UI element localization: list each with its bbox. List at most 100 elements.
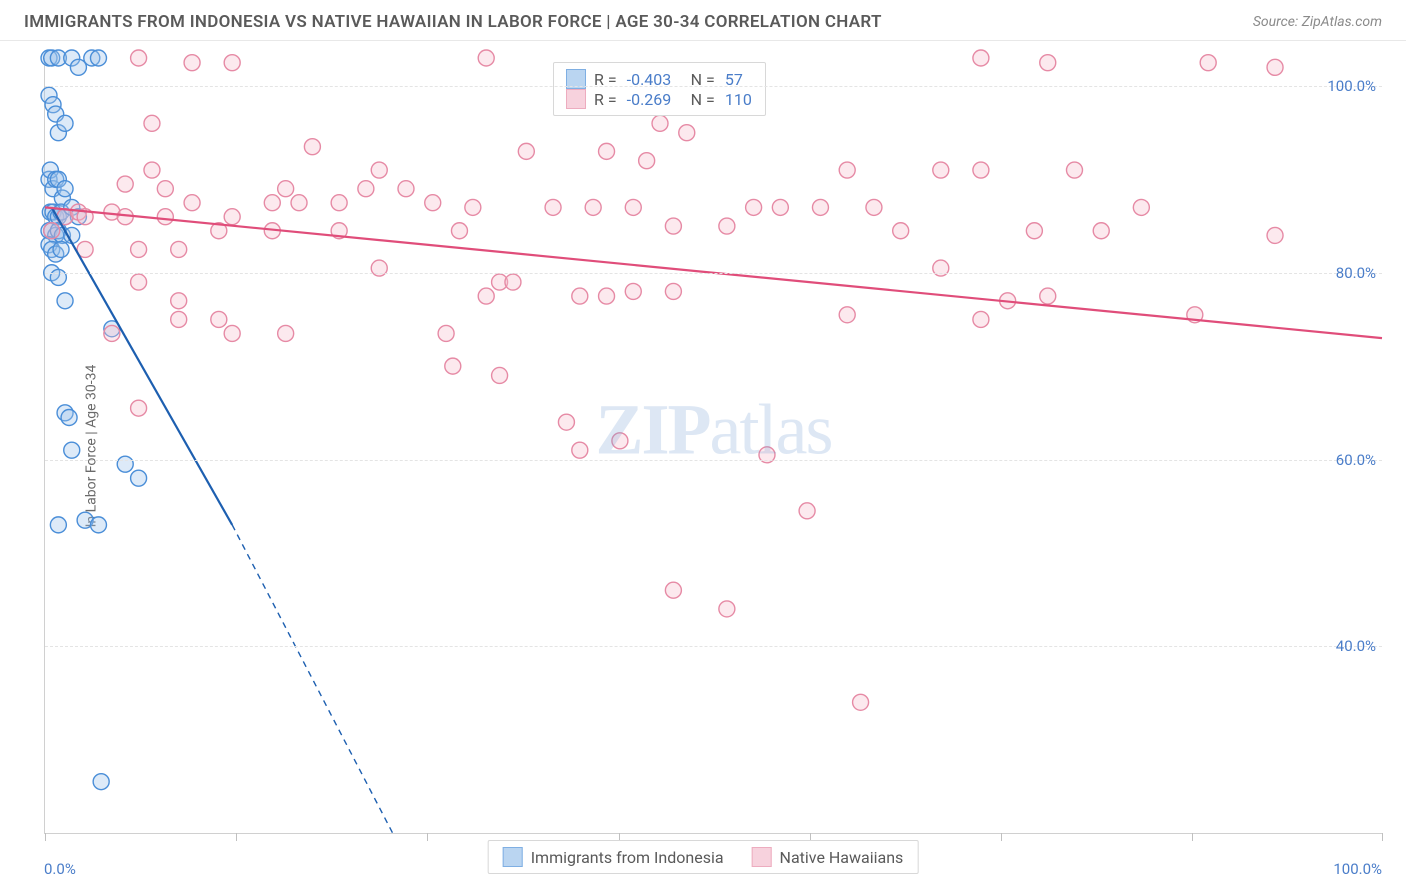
- data-point: [117, 176, 133, 192]
- data-point: [57, 181, 73, 197]
- data-point: [599, 143, 615, 159]
- data-point: [612, 433, 628, 449]
- data-point: [131, 241, 147, 257]
- data-point: [973, 50, 989, 66]
- data-point: [599, 288, 615, 304]
- stats-legend: R =-0.403N =57R =-0.269N =110: [553, 62, 766, 116]
- x-tick: [236, 833, 237, 841]
- data-point: [1026, 223, 1042, 239]
- data-point: [746, 199, 762, 215]
- data-point: [1040, 288, 1056, 304]
- data-point: [1267, 227, 1283, 243]
- legend-swatch: [752, 847, 772, 867]
- data-point: [93, 774, 109, 790]
- data-point: [1200, 55, 1216, 71]
- data-point: [131, 400, 147, 416]
- chart-source: Source: ZipAtlas.com: [1253, 14, 1382, 30]
- data-point: [184, 195, 200, 211]
- data-point: [1093, 223, 1109, 239]
- data-point: [171, 311, 187, 327]
- data-point: [157, 209, 173, 225]
- data-point: [812, 199, 828, 215]
- grid-line: [45, 460, 1382, 461]
- data-point: [665, 283, 681, 299]
- data-point: [398, 181, 414, 197]
- data-point: [57, 293, 73, 309]
- data-point: [64, 442, 80, 458]
- data-point: [478, 288, 494, 304]
- legend-label: Native Hawaiians: [780, 848, 904, 867]
- data-point: [853, 694, 869, 710]
- grid-line: [45, 86, 1382, 87]
- data-point: [1267, 59, 1283, 75]
- chart-title: IMMIGRANTS FROM INDONESIA VS NATIVE HAWA…: [24, 12, 882, 32]
- data-point: [665, 582, 681, 598]
- data-point: [224, 209, 240, 225]
- y-tick-label: 100.0%: [1327, 77, 1376, 95]
- data-point: [171, 293, 187, 309]
- data-point: [505, 274, 521, 290]
- data-point: [278, 325, 294, 341]
- data-point: [264, 195, 280, 211]
- data-point: [839, 307, 855, 323]
- data-point: [291, 195, 307, 211]
- x-tick: [427, 833, 428, 841]
- x-tick: [1382, 833, 1383, 841]
- legend-item: Native Hawaiians: [752, 847, 904, 867]
- data-point: [973, 162, 989, 178]
- data-point: [104, 325, 120, 341]
- scatter-chart: [45, 58, 1382, 833]
- data-point: [572, 288, 588, 304]
- data-point: [866, 199, 882, 215]
- data-point: [772, 199, 788, 215]
- data-point: [625, 199, 641, 215]
- x-tick: [45, 833, 46, 841]
- grid-line: [45, 646, 1382, 647]
- x-tick: [1001, 833, 1002, 841]
- data-point: [545, 199, 561, 215]
- data-point: [893, 223, 909, 239]
- data-point: [492, 367, 508, 383]
- data-point: [57, 115, 73, 131]
- data-point: [211, 311, 227, 327]
- data-point: [90, 517, 106, 533]
- x-axis-max-label: 100.0%: [1333, 860, 1382, 878]
- legend-swatch: [566, 89, 586, 109]
- data-point: [478, 50, 494, 66]
- data-point: [131, 470, 147, 486]
- data-point: [652, 115, 668, 131]
- data-point: [53, 241, 69, 257]
- data-point: [445, 358, 461, 374]
- data-point: [973, 311, 989, 327]
- data-point: [465, 199, 481, 215]
- series-legend: Immigrants from Indonesia Native Hawaiian…: [488, 840, 919, 874]
- data-point: [224, 325, 240, 341]
- data-point: [371, 162, 387, 178]
- data-point: [144, 115, 160, 131]
- data-point: [1040, 55, 1056, 71]
- data-point: [518, 143, 534, 159]
- data-point: [90, 50, 106, 66]
- data-point: [572, 442, 588, 458]
- legend-item: Immigrants from Indonesia: [503, 847, 724, 867]
- data-point: [144, 162, 160, 178]
- data-point: [157, 181, 173, 197]
- data-point: [625, 283, 641, 299]
- chart-header: IMMIGRANTS FROM INDONESIA VS NATIVE HAWA…: [0, 0, 1406, 41]
- data-point: [665, 218, 681, 234]
- data-point: [278, 181, 294, 197]
- data-point: [1133, 199, 1149, 215]
- plot-area: ZIPatlas R =-0.403N =57R =-0.269N =110 4…: [44, 58, 1382, 834]
- grid-line: [45, 273, 1382, 274]
- y-tick-label: 80.0%: [1336, 264, 1376, 282]
- x-axis-min-label: 0.0%: [44, 860, 76, 878]
- data-point: [719, 218, 735, 234]
- x-tick: [1192, 833, 1193, 841]
- data-point: [61, 409, 77, 425]
- data-point: [44, 223, 60, 239]
- legend-label: Immigrants from Indonesia: [531, 848, 724, 867]
- stats-legend-row: R =-0.269N =110: [566, 89, 753, 109]
- data-point: [585, 199, 601, 215]
- legend-swatch: [503, 847, 523, 867]
- data-point: [558, 414, 574, 430]
